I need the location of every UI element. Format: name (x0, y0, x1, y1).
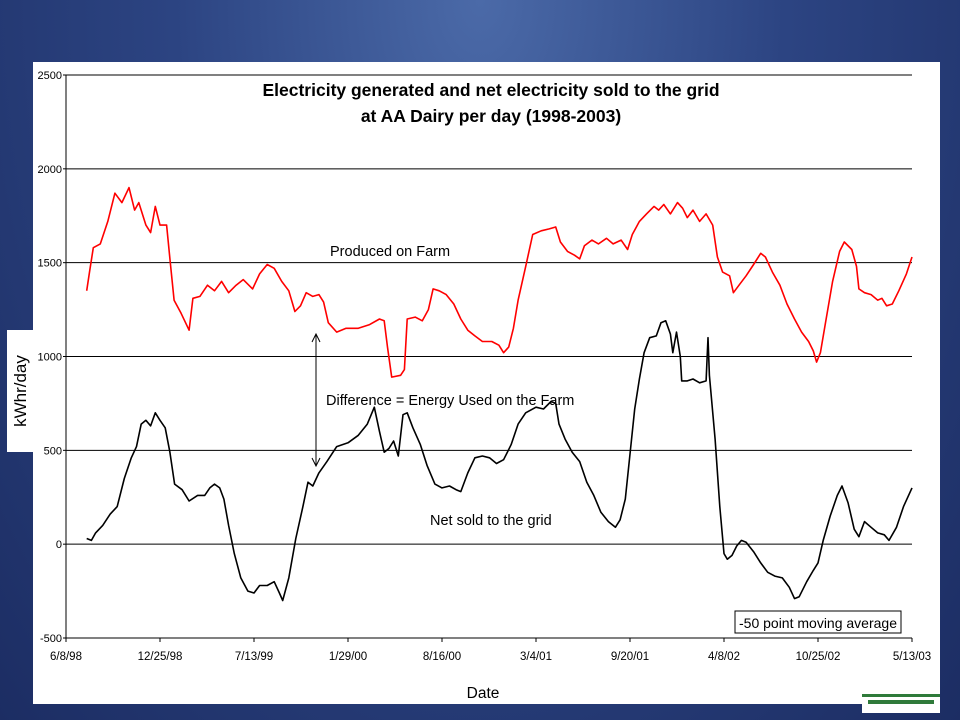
chart-subtitle: at AA Dairy per day (1998-2003) (361, 106, 621, 126)
x-axis-title: Date (467, 685, 500, 702)
difference-label: Difference = Energy Used on the Farm (326, 393, 574, 409)
x-tick-label: 6/8/98 (50, 651, 82, 663)
series-lines (85, 186, 913, 602)
x-tick-label: 10/25/02 (796, 651, 841, 663)
y-tick-label: -500 (40, 633, 62, 645)
produced-on-farm-line (85, 186, 913, 378)
x-tick-label: 1/29/00 (329, 651, 367, 663)
difference-arrow (311, 332, 321, 468)
y-tick-labels: -500 0 500 1000 1500 2000 2500 (38, 70, 66, 645)
x-tick-label: 8/16/00 (423, 651, 461, 663)
y-axis-title-box: kWhr/day (7, 330, 35, 452)
y-tick-label: 500 (44, 445, 62, 457)
y-tick-label: 2000 (38, 164, 62, 176)
chart-panel: -500 0 500 1000 1500 2000 2500 6/8/98 12/25/98 7… (33, 62, 940, 704)
gridlines (66, 74, 912, 545)
net-sold-label: Net sold to the grid (430, 513, 552, 529)
net-sold-to-grid-line (86, 319, 913, 602)
x-tick-label: 4/8/02 (708, 651, 740, 663)
y-tick-label: 2500 (38, 70, 62, 82)
y-tick-label: 1000 (38, 352, 62, 364)
chart-title: Electricity generated and net electricit… (262, 80, 719, 100)
x-tick-labels: 6/8/98 12/25/98 7/13/99 1/29/00 8/16/00 3/4/0… (50, 638, 931, 663)
y-axis-title: kWhr/day (11, 355, 30, 427)
moving-average-label: -50 point moving average (739, 615, 897, 631)
y-tick-label: 0 (56, 539, 62, 551)
x-tick-label: 9/20/01 (611, 651, 649, 663)
x-tick-label: 12/25/98 (138, 651, 183, 663)
x-tick-label: 3/4/01 (520, 651, 552, 663)
line-chart: -500 0 500 1000 1500 2000 2500 6/8/98 12/25/98 7… (38, 70, 932, 702)
produced-on-farm-label: Produced on Farm (330, 244, 450, 260)
y-tick-label: 1500 (38, 258, 62, 270)
footer-logo (862, 694, 940, 713)
moving-average-note: -50 point moving average (734, 610, 902, 634)
x-tick-label: 7/13/99 (235, 651, 273, 663)
x-tick-label: 5/13/03 (893, 651, 931, 663)
